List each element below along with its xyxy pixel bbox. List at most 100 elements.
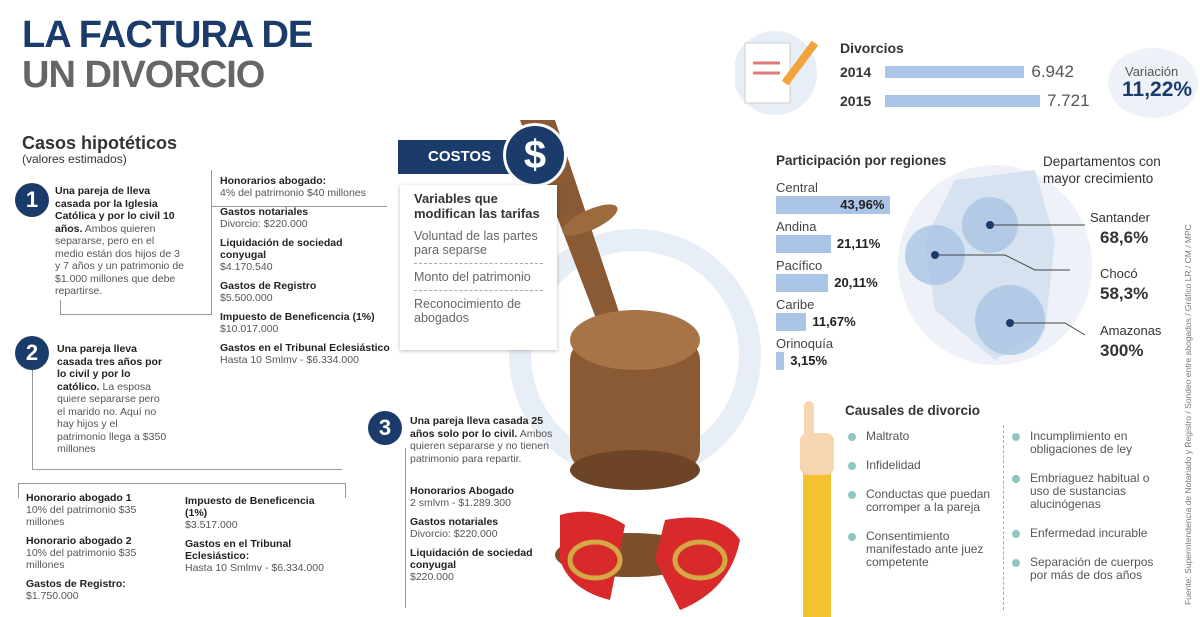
case-costs: Impuesto de Beneficencia (1%) $3.517.000 G…: [185, 495, 335, 581]
bar: [776, 196, 891, 214]
cost-value: $3.517.000: [185, 519, 238, 531]
bar: [776, 274, 829, 292]
source: Fuente: Superintendencia de Notariado y …: [1183, 224, 1193, 605]
value-label: 6.942: [1031, 62, 1074, 81]
case-costs: Honorario abogado 1 10% del patrimonio $3…: [26, 492, 176, 609]
illustration: [509, 120, 761, 610]
cost-label: Impuesto de Beneficencia (1%): [220, 311, 375, 323]
rule: [212, 206, 387, 207]
bar: [776, 352, 785, 370]
map: [898, 165, 1092, 365]
cost-label: Gastos en el Tribunal Eclesiástico:: [185, 538, 292, 562]
cost-label: Gastos notariales: [220, 206, 309, 218]
cost-value: 10% del patrimonio $35 millones: [26, 547, 137, 571]
costs-item: Reconocimiento de abogados: [414, 297, 522, 325]
case-badge: 3: [368, 411, 402, 445]
variation-label: Variación: [1125, 64, 1179, 79]
cause: Consentimiento manifestado ante juez com…: [848, 530, 998, 569]
department-value: 68,6%: [1100, 228, 1149, 247]
cases-subtitle: (valores estimados): [22, 152, 127, 166]
cost-value: Divorcio: $220.000: [410, 528, 498, 540]
case-desc: Ambos quieren separarse, pero en el medi…: [55, 222, 184, 298]
bar: [776, 235, 831, 253]
cost-value: Hasta 10 Smlmv - $6.334.000: [185, 562, 324, 574]
connector: [32, 370, 342, 470]
case-text: Una pareja lleva casada tres años por lo…: [57, 343, 167, 456]
ring: [567, 539, 623, 581]
connector: [18, 483, 346, 498]
value-label: 20,11%: [834, 275, 878, 290]
cost: Gastos notariales Divorcio: $220.000: [410, 516, 550, 540]
gavel-top: [570, 310, 700, 370]
variation-value: 11,22%: [1122, 78, 1193, 101]
cost: Gastos de Registro: $1.750.000: [26, 578, 176, 602]
cost-value: $1.750.000: [26, 590, 79, 602]
cost: Gastos notariales Divorcio: $220.000: [220, 206, 390, 230]
case-costs: Honorarios abogado: 4% del patrimonio $40…: [220, 175, 390, 373]
department-name: Santander: [1090, 210, 1150, 225]
cost-label: Gastos notariales: [410, 516, 499, 528]
costs-box: Variables que modifican las tarifas Volu…: [400, 185, 557, 350]
case-bold: Una pareja lleva casada 25 años solo por…: [410, 415, 544, 440]
region-name: Pacífico: [776, 258, 823, 273]
department-name: Amazonas: [1100, 323, 1162, 338]
case-badge: 1: [15, 183, 49, 217]
case-costs: Honorarios Abogado 2 smlvm - $1.289.300 Ga…: [410, 485, 550, 590]
value-label: 7.721: [1047, 91, 1090, 110]
cost-value: Divorcio: $220.000: [220, 218, 308, 230]
cost-label: Honorario abogado 1: [26, 492, 132, 504]
region-name: Caribe: [776, 297, 815, 312]
case-text: Una pareja de lleva casada por la Iglesi…: [55, 185, 185, 298]
cost: Liquidación de sociedad conyugal $4.170.5…: [220, 237, 390, 273]
doc-icon: [735, 31, 819, 115]
cause: Enfermedad incurable: [1012, 527, 1172, 540]
connector: [405, 448, 415, 608]
gavel-bottom: [570, 450, 700, 490]
cost: Honorarios abogado: 4% del patrimonio $40…: [220, 175, 390, 199]
cost-label: Honorario abogado 2: [26, 535, 132, 547]
cost: Honorario abogado 1 10% del patrimonio $3…: [26, 492, 176, 528]
cause: Incumplimiento en obligaciones de ley: [1012, 430, 1172, 456]
cause: Maltrato: [848, 430, 998, 443]
cost-value: $4.170.540: [220, 261, 273, 273]
year-label: 2015: [840, 93, 872, 109]
case-text: Una pareja lleva casada 25 años solo por…: [410, 415, 565, 465]
connector: [190, 170, 212, 315]
title: UN DIVORCIO: [22, 54, 265, 96]
bar: [776, 313, 807, 331]
cause: Infidelidad: [848, 459, 998, 472]
causes-left: Maltrato Infidelidad Conductas que puedan …: [848, 430, 998, 585]
cost: Honorario abogado 2 10% del patrimonio $3…: [26, 535, 176, 571]
case-badge: 2: [15, 336, 49, 370]
value-label: 43,96%: [840, 197, 885, 212]
case-bold: Una pareja lleva casada tres años por lo…: [57, 343, 163, 393]
case-desc: Ambos quieren separarse y no tienen patr…: [410, 427, 553, 465]
connector: [60, 300, 190, 315]
cost-value: 2 smlvm - $1.289.300: [410, 497, 511, 509]
cause: Conductas que puedan corromper a la pare…: [848, 488, 998, 514]
department-value: 58,3%: [1100, 284, 1149, 303]
cause: Embriaguez habitual o uso de sustancias …: [1012, 472, 1172, 511]
dollar-icon: $: [503, 123, 567, 187]
cost-label: Gastos en el Tribunal Eclesiástico: [220, 342, 390, 354]
cost-value: $10.017.000: [220, 323, 279, 335]
value-label: 21,11%: [836, 236, 881, 251]
cases-title: Casos hipotéticos: [22, 133, 178, 153]
cost-label: Liquidación de sociedad conyugal: [220, 237, 343, 261]
divider: [1003, 425, 1004, 610]
cost-label: Gastos de Registro: [220, 280, 317, 292]
cost-label: Honorarios abogado:: [220, 175, 327, 187]
case-desc: La esposa quiere separarse pero el marid…: [57, 380, 167, 456]
value-label: 11,67%: [812, 314, 856, 329]
cost-value: $5.500.000: [220, 292, 273, 304]
ring: [672, 539, 728, 581]
title: LA FACTURA DE: [22, 14, 313, 56]
department-value: 300%: [1100, 341, 1144, 360]
cost: Impuesto de Beneficencia (1%) $10.017.000: [220, 311, 390, 335]
regions-title: Participación por regiones: [776, 153, 947, 168]
cause: Separación de cuerpos por más de dos año…: [1012, 556, 1172, 582]
gavel: [562, 204, 618, 236]
region-name: Central: [776, 180, 818, 195]
cost-label: Impuesto de Beneficencia (1%): [185, 495, 315, 519]
